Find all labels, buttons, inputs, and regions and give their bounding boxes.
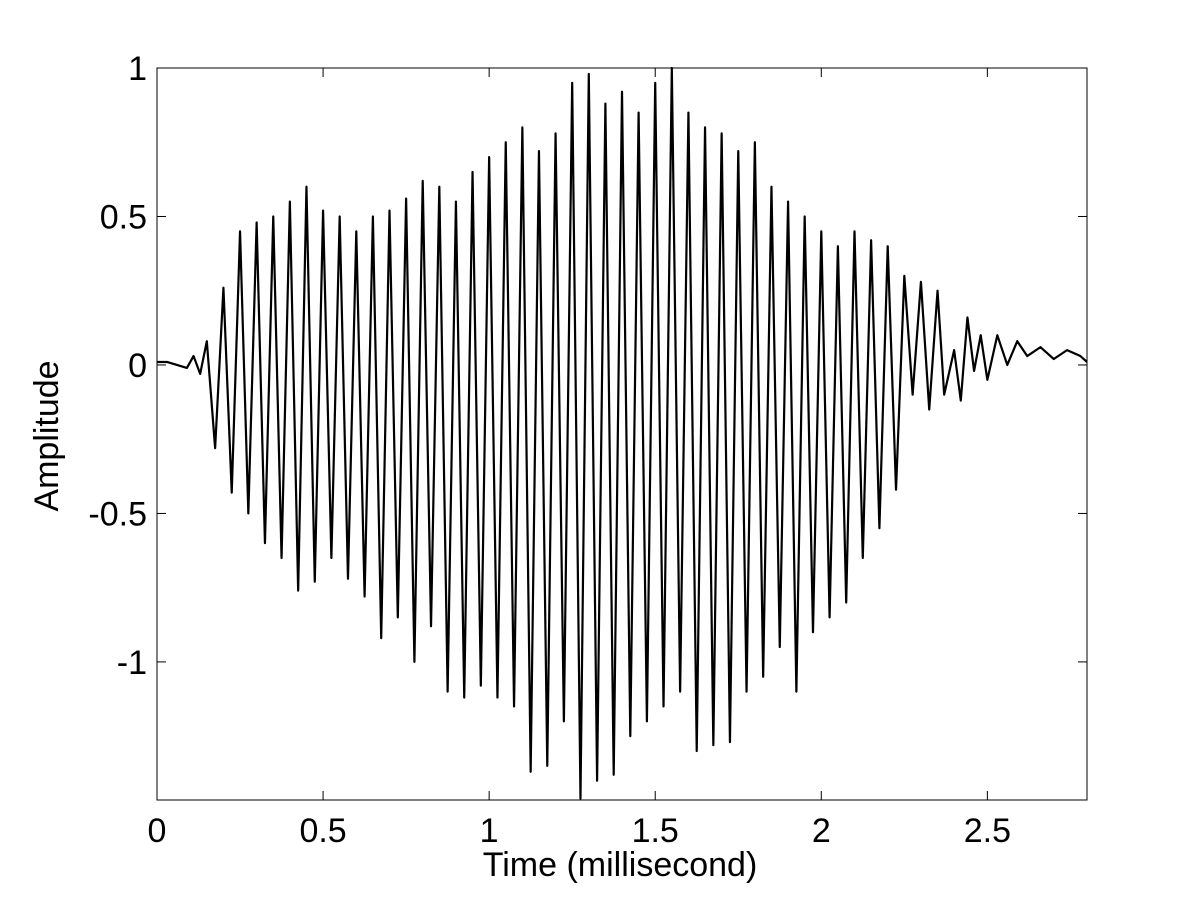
y-tick-label: 0.5: [100, 198, 147, 236]
x-tick-label: 1.5: [632, 812, 679, 850]
y-tick-label: 1: [128, 50, 147, 88]
waveform-line: [157, 66, 1088, 800]
y-tick-label: -1: [117, 644, 147, 682]
x-tick-label: 2.5: [964, 812, 1011, 850]
x-axis-label: Time (millisecond): [483, 846, 758, 884]
x-tick-label: 0: [148, 812, 167, 850]
x-tick-label: 0.5: [299, 812, 346, 850]
y-axis-label: Amplitude: [28, 360, 66, 511]
y-tick-label: 0: [128, 347, 147, 385]
x-tick-label: 2: [812, 812, 831, 850]
y-tick-label: -0.5: [88, 495, 147, 533]
x-tick-label: 1: [480, 812, 499, 850]
